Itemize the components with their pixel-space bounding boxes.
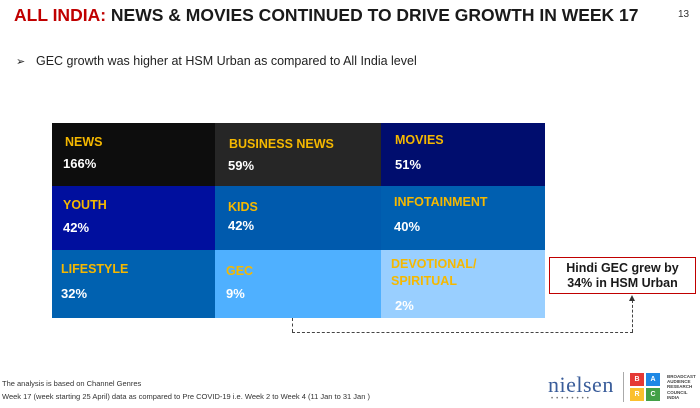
barc-text: BROADCAST AUDIENCE RESEARCH COUNCIL INDI…: [667, 374, 696, 400]
tile-label: INFOTAINMENT: [394, 195, 488, 209]
tile-value: 42%: [63, 220, 90, 235]
nielsen-dots: ••••••••: [551, 396, 592, 402]
page-number: 13: [678, 9, 690, 20]
logo-divider: [623, 372, 624, 402]
nielsen-logo: nielsen: [548, 372, 614, 397]
barc-letter: R: [630, 388, 644, 401]
tile-infotainment: INFOTAINMENT 40%: [381, 186, 545, 250]
tile-label: KIDS: [228, 200, 258, 214]
barc-text-line: INDIA: [667, 394, 680, 400]
tile-value: 40%: [394, 219, 421, 234]
barc-letter: B: [630, 373, 644, 386]
tile-label: YOUTH: [63, 198, 107, 212]
bullet-text: GEC growth was higher at HSM Urban as co…: [36, 54, 417, 68]
barc-text-line: COUNCIL: [667, 389, 688, 395]
tile-label: BUSINESS NEWS: [229, 137, 334, 151]
bullet-point: ➢ GEC growth was higher at HSM Urban as c…: [16, 54, 417, 68]
callout-line2: 34% in HSM Urban: [567, 276, 678, 290]
tile-lifestyle: LIFESTYLE 32%: [52, 250, 215, 318]
tile-value: 166%: [63, 156, 97, 171]
title-rest: NEWS & MOVIES CONTINUED TO DRIVE GROWTH …: [106, 5, 639, 25]
tile-value: 9%: [226, 286, 245, 301]
tile-value: 42%: [228, 218, 255, 233]
barc-text-line: BROADCAST: [667, 374, 696, 379]
barc-letter: A: [646, 373, 660, 386]
arrow-up-icon: [629, 295, 635, 301]
tile-value: 59%: [228, 158, 255, 173]
connector-line: [632, 300, 633, 332]
connector-line: [292, 332, 633, 333]
connector-line: [292, 318, 293, 332]
tile-label: LIFESTYLE: [61, 262, 129, 276]
barc-text-line: RESEARCH: [667, 384, 693, 390]
title-accent: ALL INDIA:: [14, 5, 107, 25]
tile-news: NEWS 166%: [52, 123, 215, 186]
tile-devotional-spiritual: DEVOTIONAL/ SPIRITUAL 2%: [381, 250, 545, 318]
tile-business-news: BUSINESS NEWS 59%: [215, 123, 381, 186]
barc-letter: C: [646, 388, 660, 401]
slide-title: ALL INDIA: NEWS & MOVIES CONTINUED TO DR…: [14, 5, 654, 26]
tile-value: 32%: [61, 286, 88, 301]
barc-text-line: AUDIENCE: [667, 379, 691, 385]
tile-value: 51%: [395, 157, 422, 172]
tile-value: 2%: [395, 298, 414, 313]
tile-label: GEC: [226, 264, 254, 278]
callout-box: Hindi GEC grew by 34% in HSM Urban: [549, 257, 696, 294]
tile-movies: MOVIES 51%: [381, 123, 545, 186]
footnote: Week 17 (week starting 25 April) data as…: [2, 392, 370, 401]
callout-line1: Hindi GEC grew by: [566, 261, 679, 275]
tile-label: NEWS: [65, 135, 103, 149]
tile-label: DEVOTIONAL/: [391, 257, 477, 271]
barc-logo: B A R C: [630, 373, 662, 403]
footnote: The analysis is based on Channel Genres: [2, 379, 142, 388]
tile-label: MOVIES: [395, 133, 444, 147]
tile-youth: YOUTH 42%: [52, 186, 215, 250]
tile-kids: KIDS 42%: [215, 186, 381, 250]
tile-label-line2: SPIRITUAL: [391, 274, 457, 288]
tile-gec: GEC 9%: [215, 250, 381, 318]
bullet-arrow-icon: ➢: [16, 56, 26, 68]
